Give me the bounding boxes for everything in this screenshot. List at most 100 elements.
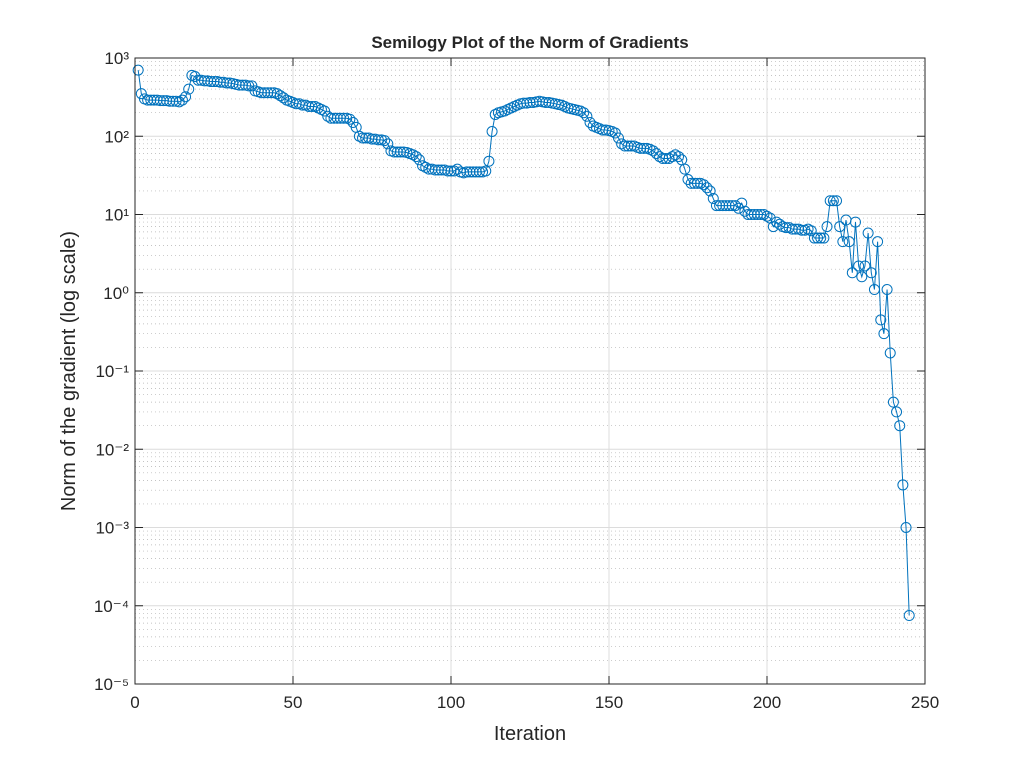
data-point: [679, 163, 691, 175]
data-point: [271, 88, 283, 100]
data-point: [831, 195, 843, 207]
data-point: [837, 236, 849, 248]
data-point: [812, 232, 824, 244]
data-point: [704, 185, 716, 197]
data-point: [180, 91, 192, 103]
x-tick-label: 100: [437, 693, 465, 712]
y-tick-label: 10⁻²: [95, 440, 129, 459]
data-point: [372, 134, 384, 146]
data-point: [331, 112, 343, 124]
data-point: [755, 209, 767, 220]
y-tick-label: 10⁻³: [95, 519, 129, 538]
data-point: [698, 179, 710, 191]
data-point: [483, 155, 495, 167]
data-point: [344, 113, 356, 125]
data-point: [774, 218, 786, 230]
y-tick-label: 10²: [104, 127, 129, 146]
data-point: [736, 197, 748, 209]
data-point: [859, 260, 871, 272]
data-point: [578, 107, 590, 119]
data-point: [325, 112, 337, 124]
data-point: [745, 209, 757, 220]
data-point: [319, 105, 331, 117]
data-point: [666, 151, 678, 163]
data-point: [673, 151, 685, 163]
x-tick-label: 50: [284, 693, 303, 712]
data-point: [486, 126, 498, 138]
data-point: [834, 221, 846, 233]
data-point: [868, 284, 880, 296]
data-point: [382, 138, 394, 150]
data-point: [733, 202, 745, 214]
data-point: [685, 177, 697, 189]
data-point: [808, 232, 820, 244]
data-point: [682, 174, 694, 186]
data-point: [480, 165, 492, 177]
data-layer: [132, 64, 915, 622]
data-point: [660, 152, 672, 164]
data-point: [742, 209, 754, 220]
data-point: [710, 200, 722, 212]
data-point: [875, 314, 887, 326]
data-point: [255, 87, 267, 99]
data-point: [379, 135, 391, 147]
data-point: [720, 200, 732, 212]
x-tick-label: 0: [130, 693, 139, 712]
data-point: [467, 166, 479, 178]
data-point: [701, 182, 713, 194]
data-point: [827, 195, 839, 207]
data-point: [714, 200, 726, 212]
data-point: [739, 205, 751, 217]
data-point: [865, 267, 877, 279]
data-point: [183, 83, 195, 95]
data-point: [464, 166, 476, 178]
data-point: [862, 227, 874, 239]
data-point: [707, 193, 719, 205]
data-point: [884, 347, 896, 359]
data-point: [135, 88, 147, 100]
data-point: [473, 166, 485, 178]
data-point: [856, 271, 868, 283]
data-point: [903, 610, 915, 622]
data-point: [388, 146, 400, 158]
data-point: [142, 94, 154, 106]
x-tick-label: 250: [911, 693, 939, 712]
data-point: [805, 225, 817, 237]
data-point: [894, 420, 906, 432]
data-point: [413, 154, 425, 166]
y-tick-label: 10⁻¹: [95, 362, 129, 381]
data-point: [853, 260, 865, 272]
y-tick-label: 10¹: [104, 206, 129, 225]
data-point: [872, 236, 884, 248]
data-point: [846, 267, 858, 279]
data-point: [259, 87, 271, 99]
data-point: [891, 406, 903, 418]
x-tick-label: 200: [753, 693, 781, 712]
data-point: [461, 166, 473, 178]
data-point: [189, 71, 201, 83]
data-point: [619, 140, 631, 152]
data-point: [328, 112, 340, 124]
labels: 10⁻⁵ 10⁻⁴ 10⁻³ 10⁻² 10⁻¹ 10⁰ 10¹ 10² 10³ 0 50 100 15…: [94, 49, 939, 712]
data-point: [429, 164, 441, 176]
data-point: [818, 232, 830, 244]
y-tick-label: 10⁻⁴: [94, 597, 129, 616]
data-point: [897, 479, 909, 491]
data-point: [887, 396, 899, 408]
data-point: [843, 236, 855, 248]
data-point: [824, 195, 836, 207]
data-point: [821, 221, 833, 233]
chart-title: Semilogy Plot of the Norm of Gradients: [371, 33, 688, 52]
data-point: [410, 151, 422, 163]
data-point: [878, 328, 890, 340]
y-axis-label: Norm of the gradient (log scale): [58, 231, 80, 511]
data-point: [881, 284, 893, 296]
y-tick-label: 10³: [104, 49, 129, 68]
x-axis-label: Iteration: [494, 723, 566, 745]
data-point: [612, 132, 624, 144]
data-point: [691, 177, 703, 189]
data-point: [761, 210, 773, 222]
data-point: [338, 112, 350, 124]
data-point: [729, 200, 741, 212]
